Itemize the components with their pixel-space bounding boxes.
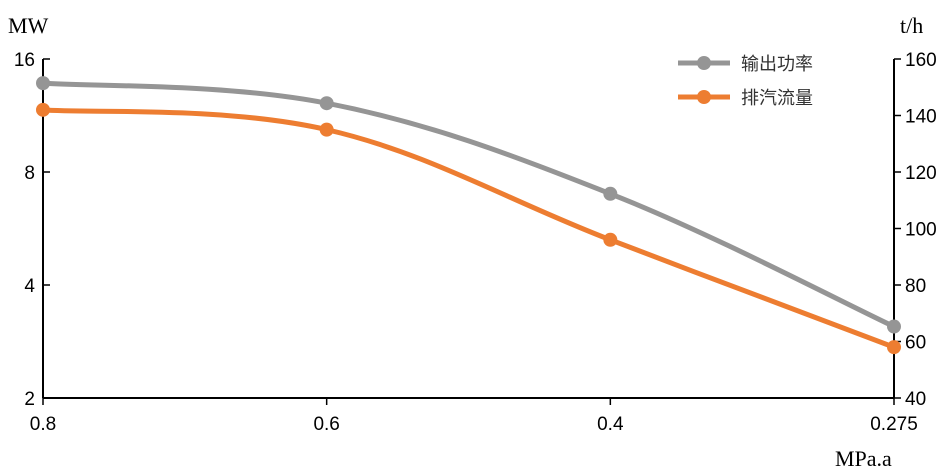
legend-item: 排汽流量 bbox=[678, 88, 813, 109]
right-tick-label: 120 bbox=[905, 163, 937, 184]
data-point bbox=[603, 186, 618, 201]
left-tick-label: 2 bbox=[24, 389, 35, 410]
left-tick-label: 8 bbox=[24, 163, 35, 184]
legend-swatch-marker bbox=[697, 90, 711, 104]
x-tick-label: 0.275 bbox=[870, 414, 918, 435]
right-axis-title: t/h bbox=[900, 13, 923, 38]
legend-swatch-marker bbox=[697, 56, 711, 70]
right-tick-label: 80 bbox=[905, 276, 926, 297]
data-point bbox=[36, 102, 50, 117]
right-tick-label: 160 bbox=[905, 50, 937, 71]
x-tick-label: 0.6 bbox=[313, 414, 339, 435]
data-point bbox=[887, 319, 901, 334]
legend-label: 排汽流量 bbox=[741, 88, 813, 109]
right-tick-label: 100 bbox=[905, 220, 937, 241]
right-tick-label: 40 bbox=[905, 389, 926, 410]
data-point bbox=[603, 232, 618, 247]
data-point bbox=[36, 76, 50, 91]
x-axis-ticks: 0.8 0.6 0.4 0.275 bbox=[30, 398, 918, 435]
left-tick-label: 4 bbox=[24, 276, 35, 297]
x-tick-label: 0.4 bbox=[597, 414, 624, 435]
left-axis-title: MW bbox=[8, 13, 49, 38]
right-axis-ticks: 40 60 80 100 120 140 160 bbox=[894, 50, 937, 410]
legend-label: 输出功率 bbox=[741, 54, 813, 75]
x-axis-title: MPa.a bbox=[835, 446, 892, 468]
series-layer bbox=[36, 76, 901, 355]
legend-item: 输出功率 bbox=[678, 54, 813, 75]
data-point bbox=[319, 122, 334, 137]
series-2 bbox=[36, 102, 901, 355]
right-tick-label: 140 bbox=[905, 107, 937, 128]
left-axis-ticks: 2 4 8 16 bbox=[14, 50, 50, 410]
data-point bbox=[319, 96, 334, 111]
data-point bbox=[887, 340, 901, 355]
series-1 bbox=[36, 76, 901, 334]
x-tick-label: 0.8 bbox=[30, 414, 56, 435]
series-line bbox=[40, 107, 897, 350]
right-tick-label: 60 bbox=[905, 333, 926, 354]
series-line bbox=[40, 80, 897, 330]
left-tick-label: 16 bbox=[14, 50, 35, 71]
